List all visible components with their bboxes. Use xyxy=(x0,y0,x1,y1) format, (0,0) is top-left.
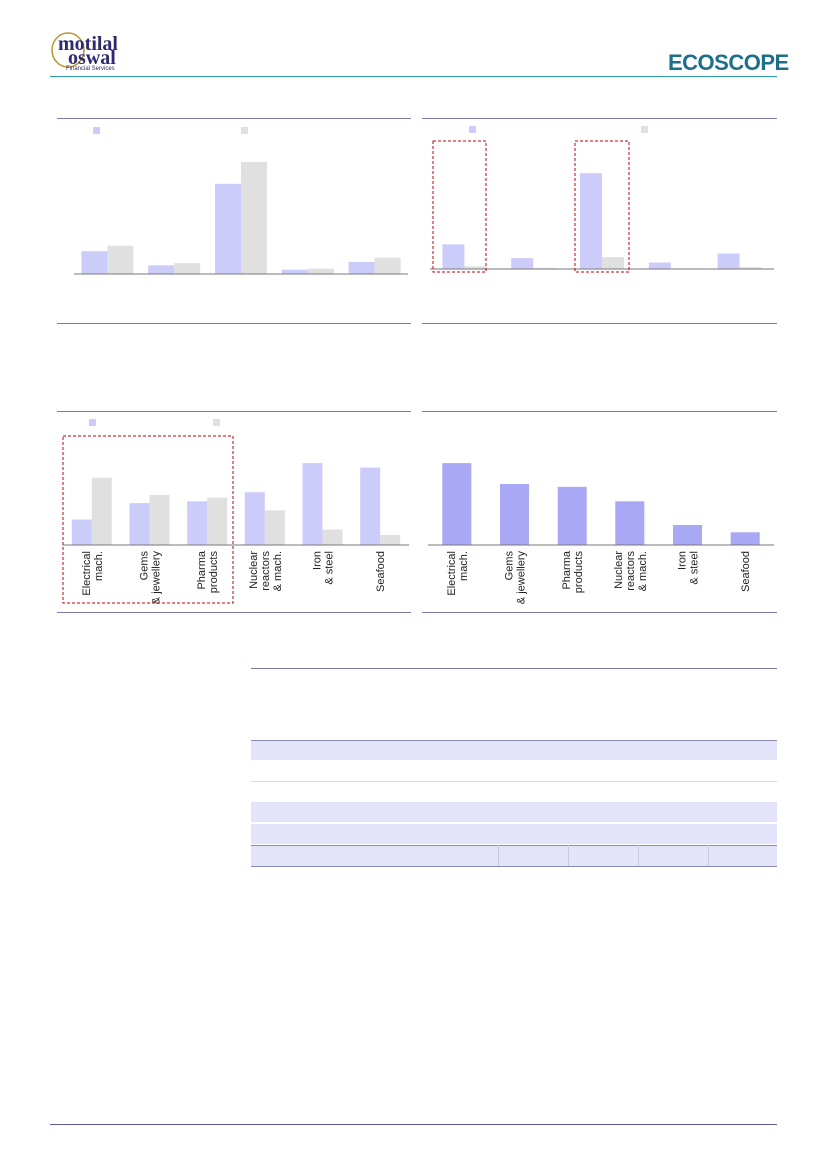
legend-swatch-1 xyxy=(469,126,476,133)
bar xyxy=(148,265,175,274)
legend-swatch-1 xyxy=(93,127,100,134)
bar xyxy=(174,263,201,274)
bar xyxy=(307,268,334,274)
bar xyxy=(129,503,150,545)
bar xyxy=(107,245,134,274)
bar xyxy=(730,532,760,545)
chart2-bottom-rule xyxy=(422,323,777,324)
category-label: Seafood xyxy=(375,551,387,592)
bar xyxy=(442,463,472,545)
bar xyxy=(207,497,228,545)
bar xyxy=(648,262,671,269)
category-label: Gems& jewellery xyxy=(504,551,528,605)
chart-3: Electricalmach. Gems& jewellery Pharmaprod… xyxy=(62,419,409,605)
bar xyxy=(322,529,343,545)
category-label: Electricalmach. xyxy=(446,551,470,596)
header-rule xyxy=(50,76,777,77)
category-label: Gems& jewellery xyxy=(139,551,163,605)
bar xyxy=(464,266,487,269)
logo-line2: oswal xyxy=(68,47,116,69)
legend-swatch-2 xyxy=(641,126,648,133)
legend-swatch-2 xyxy=(213,419,220,426)
footer-rule xyxy=(50,1124,777,1125)
category-label: Nuclearreactors& mach. xyxy=(248,551,284,592)
table-col-divider xyxy=(498,845,499,866)
bar xyxy=(71,519,92,545)
highlight-box xyxy=(432,140,487,273)
table-divider xyxy=(251,781,777,782)
bar xyxy=(360,467,381,545)
category-label: Iron& steel xyxy=(677,551,701,585)
logo-subtitle: Financial Services xyxy=(66,66,115,72)
highlight-box xyxy=(574,140,630,273)
chart3-bottom-rule xyxy=(57,612,411,613)
bar xyxy=(348,262,375,274)
chart-4: Electricalmach. Gems& jewellery Pharmaprod… xyxy=(428,463,774,605)
bar xyxy=(580,173,602,269)
chart3-top-rule xyxy=(57,411,411,412)
table-row xyxy=(251,823,777,844)
bar xyxy=(442,244,465,269)
bar xyxy=(149,494,170,545)
category-label: Pharmaproducts xyxy=(196,550,220,593)
legend-swatch-2 xyxy=(241,127,248,134)
legend-swatch-1 xyxy=(89,419,96,426)
table-top-rule xyxy=(251,668,777,669)
bar xyxy=(302,463,323,545)
bar xyxy=(374,257,401,274)
bar xyxy=(264,510,285,545)
chart-1 xyxy=(74,127,408,275)
bar xyxy=(602,257,624,269)
table-row xyxy=(251,760,777,780)
table-col-divider xyxy=(568,845,569,866)
chart-2 xyxy=(430,126,774,273)
bar xyxy=(215,183,241,274)
bar xyxy=(244,492,265,545)
highlight-box xyxy=(62,435,234,604)
table-col-divider xyxy=(638,845,639,866)
category-label: Pharmaproducts xyxy=(561,550,585,593)
ecoscope-logo: ECOSCOPE xyxy=(668,50,789,75)
table-row xyxy=(251,845,777,867)
category-label: Electricalmach. xyxy=(81,551,105,596)
bar xyxy=(81,251,108,274)
chart1-bottom-rule xyxy=(57,323,411,324)
motilal-oswal-logo: motilal oswal Financial Services xyxy=(50,30,160,74)
table-row xyxy=(251,740,777,761)
chart2-top-rule xyxy=(422,118,777,119)
chart4-top-rule xyxy=(422,411,777,412)
logo-swirl-icon xyxy=(51,32,85,68)
category-label: Nuclearreactors& mach. xyxy=(613,551,649,592)
bar xyxy=(241,162,267,274)
chart4-bottom-rule xyxy=(422,612,777,613)
logo-line1: motilal xyxy=(58,33,118,55)
chart1-top-rule xyxy=(57,118,411,119)
category-label: Seafood xyxy=(740,551,752,592)
bar xyxy=(615,501,645,545)
bar xyxy=(673,525,702,545)
table-col-divider xyxy=(708,845,709,866)
bar xyxy=(557,486,587,545)
bar xyxy=(281,269,308,274)
table-row xyxy=(251,802,777,822)
bar xyxy=(187,501,208,545)
bar xyxy=(717,253,740,269)
bar xyxy=(500,484,529,545)
bar xyxy=(380,535,401,545)
bar xyxy=(91,477,112,545)
bar xyxy=(739,267,762,269)
bar xyxy=(511,258,534,269)
category-label: Iron& steel xyxy=(312,551,336,585)
